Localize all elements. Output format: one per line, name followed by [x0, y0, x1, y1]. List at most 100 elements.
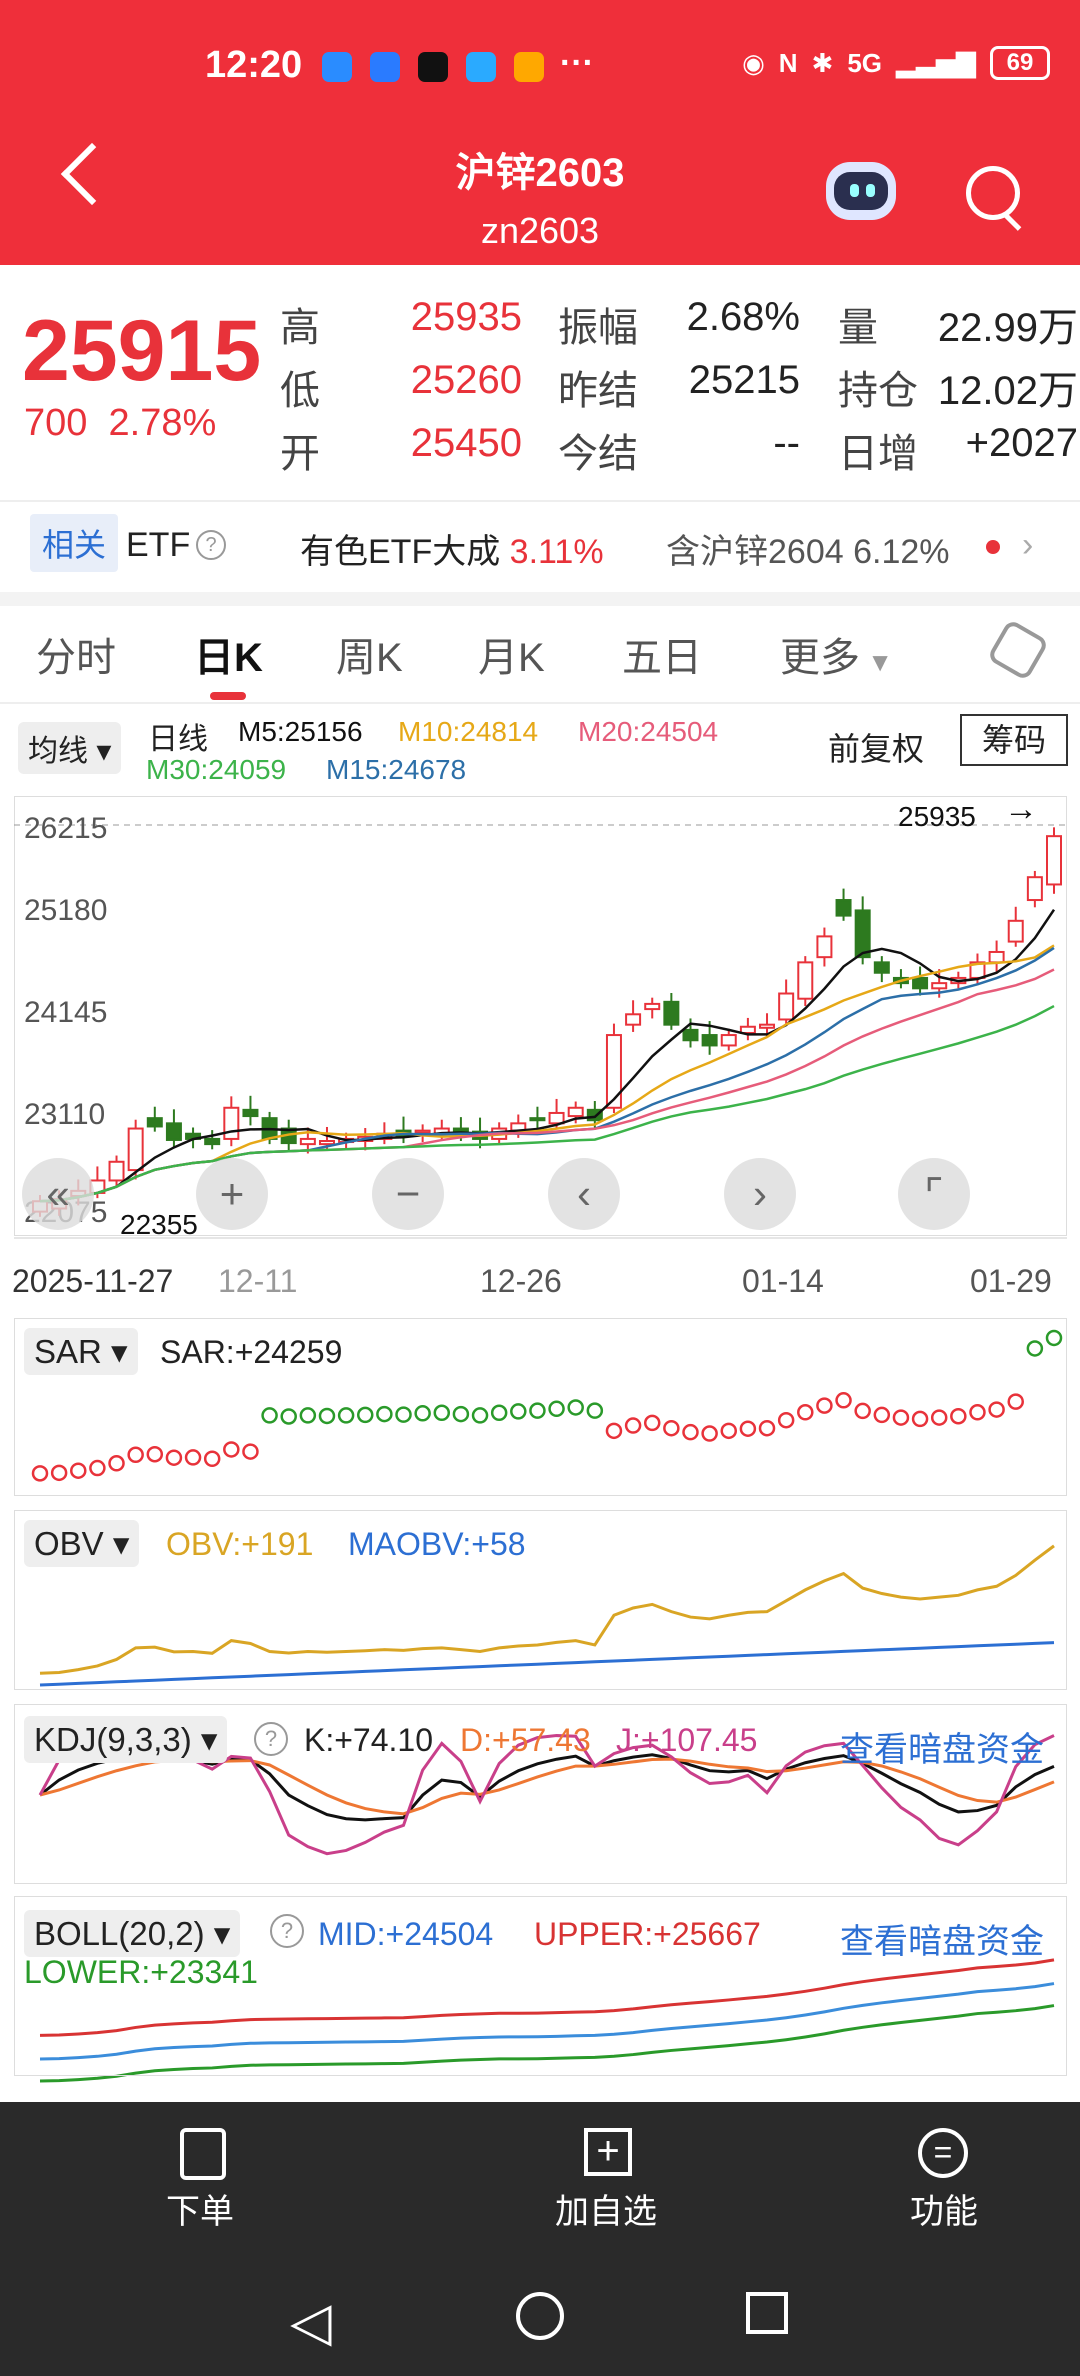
add-watch-button[interactable]: 加自选: [555, 2193, 657, 2231]
boll-panel[interactable]: [14, 1896, 1067, 2076]
candle: [605, 1034, 622, 1109]
zoom-in-button[interactable]: +: [196, 1158, 268, 1230]
boll-upper-value: UPPER:+25667: [534, 1916, 761, 1952]
value-open-interest: 12.02万: [937, 369, 1078, 413]
candle: [548, 1111, 565, 1125]
sar-dot: [567, 1399, 584, 1416]
etf-name-2: 含沪锌2604: [666, 533, 844, 571]
label-volume: 量: [838, 306, 878, 350]
boll-lower-line: [39, 2004, 1055, 2083]
sar-dot: [146, 1445, 164, 1463]
scroll-left-button[interactable]: ‹: [548, 1158, 620, 1230]
ma5-line: [39, 908, 1056, 1203]
kdj-select[interactable]: KDJ(9,3,3) ▾: [24, 1716, 228, 1763]
tab-weekly-k[interactable]: 周K: [336, 636, 403, 680]
related-tag: 相关: [30, 514, 118, 572]
sar-dot: [605, 1422, 623, 1440]
sar-dot: [50, 1464, 68, 1482]
kdj-help-icon[interactable]: ?: [254, 1722, 288, 1756]
boll-dark-pool-link[interactable]: 查看暗盘资金: [840, 1923, 1044, 1961]
sar-dot: [31, 1465, 49, 1482]
sar-select[interactable]: SAR ▾: [24, 1328, 138, 1375]
sar-dot: [682, 1423, 699, 1441]
sar-dot: [586, 1402, 604, 1419]
obv-select-label: OBV: [34, 1525, 104, 1562]
sar-dot: [663, 1419, 680, 1437]
etf-item-1[interactable]: 有色ETF大成 3.11%: [300, 524, 604, 573]
sar-dot: [490, 1404, 508, 1422]
sar-dot: [108, 1455, 125, 1472]
sar-dot: [950, 1407, 967, 1425]
value-high: 25935: [410, 295, 522, 339]
nav-recent-icon[interactable]: [746, 2292, 788, 2334]
candle: [816, 935, 833, 959]
sar-dot: [376, 1405, 393, 1423]
sar-panel[interactable]: [14, 1318, 1067, 1496]
boll-help-icon[interactable]: ?: [270, 1914, 304, 1948]
zoom-out-button[interactable]: −: [372, 1158, 444, 1230]
chip-button[interactable]: 筹码: [960, 714, 1068, 766]
obv-panel[interactable]: [14, 1510, 1067, 1690]
ma-select[interactable]: 均线 ▾: [18, 722, 122, 774]
change-value: 700: [24, 402, 88, 444]
chevron-right-icon[interactable]: ›: [1022, 526, 1034, 564]
candle: [759, 1023, 776, 1029]
scroll-right-button[interactable]: ›: [724, 1158, 796, 1230]
boll-select[interactable]: BOLL(20,2) ▾: [24, 1910, 241, 1957]
candle: [835, 899, 852, 917]
fullscreen-button[interactable]: ⌜: [898, 1158, 970, 1230]
sar-value: SAR:+24259: [160, 1334, 343, 1370]
sar-dot: [510, 1403, 527, 1420]
nav-home-icon[interactable]: [516, 2292, 564, 2340]
candle: [127, 1127, 144, 1172]
sar-dot: [242, 1443, 259, 1460]
obv-select[interactable]: OBV ▾: [24, 1520, 140, 1567]
kline-panel[interactable]: [14, 796, 1067, 1236]
tab-five-day[interactable]: 五日: [622, 636, 702, 680]
add-watch-icon[interactable]: +: [584, 2128, 632, 2176]
candle: [567, 1106, 584, 1118]
tab-underline: [210, 692, 246, 700]
sar-dot: [1045, 1329, 1063, 1347]
tab-more[interactable]: 更多 ▼: [780, 625, 893, 683]
change-percent: 2.78%: [108, 402, 217, 444]
candle: [912, 976, 929, 990]
app-icon: [370, 52, 400, 82]
etf-value-2: 6.12%: [853, 533, 950, 571]
sar-dot: [337, 1407, 355, 1424]
y-tick-1: 25180: [24, 894, 107, 927]
help-icon[interactable]: ?: [196, 530, 226, 560]
order-icon[interactable]: [180, 2128, 226, 2180]
bluetooth-icon: ✱: [811, 47, 834, 78]
function-button[interactable]: 功能: [910, 2193, 978, 2231]
tab-intraday[interactable]: 分时: [36, 636, 116, 680]
candle: [931, 982, 948, 990]
label-low: 低: [280, 369, 320, 413]
tab-monthly-k[interactable]: 月K: [478, 636, 545, 680]
adjust-mode[interactable]: 前复权: [828, 731, 925, 767]
etf-item-2[interactable]: 含沪锌2604 6.12%: [666, 524, 950, 573]
kdj-dark-pool-link[interactable]: 查看暗盘资金: [840, 1731, 1044, 1769]
boll-mid-value: MID:+24504: [318, 1916, 494, 1952]
search-icon[interactable]: [966, 166, 1020, 220]
ma30-line: [39, 1004, 1055, 1203]
kdj-select-label: KDJ(9,3,3): [34, 1721, 192, 1758]
sar-dots: [31, 1329, 1063, 1482]
kdj-panel[interactable]: [14, 1704, 1067, 1884]
price-change: 700 2.78%: [24, 402, 216, 445]
etf-value-1: 3.11%: [509, 533, 604, 571]
sar-dot: [165, 1449, 183, 1466]
sar-dot: [127, 1446, 144, 1464]
robot-assistant-icon[interactable]: [826, 162, 896, 220]
sar-dot: [816, 1397, 833, 1414]
candle: [854, 909, 871, 959]
order-button[interactable]: 下单: [166, 2193, 234, 2231]
expand-left-button[interactable]: «: [22, 1158, 94, 1230]
tab-daily-k[interactable]: 日K: [194, 636, 263, 680]
label-open: 开: [280, 432, 320, 476]
nav-back-icon[interactable]: ◁: [290, 2292, 332, 2352]
function-icon[interactable]: =: [918, 2128, 968, 2178]
candle: [644, 1002, 661, 1011]
candle: [1026, 876, 1043, 902]
